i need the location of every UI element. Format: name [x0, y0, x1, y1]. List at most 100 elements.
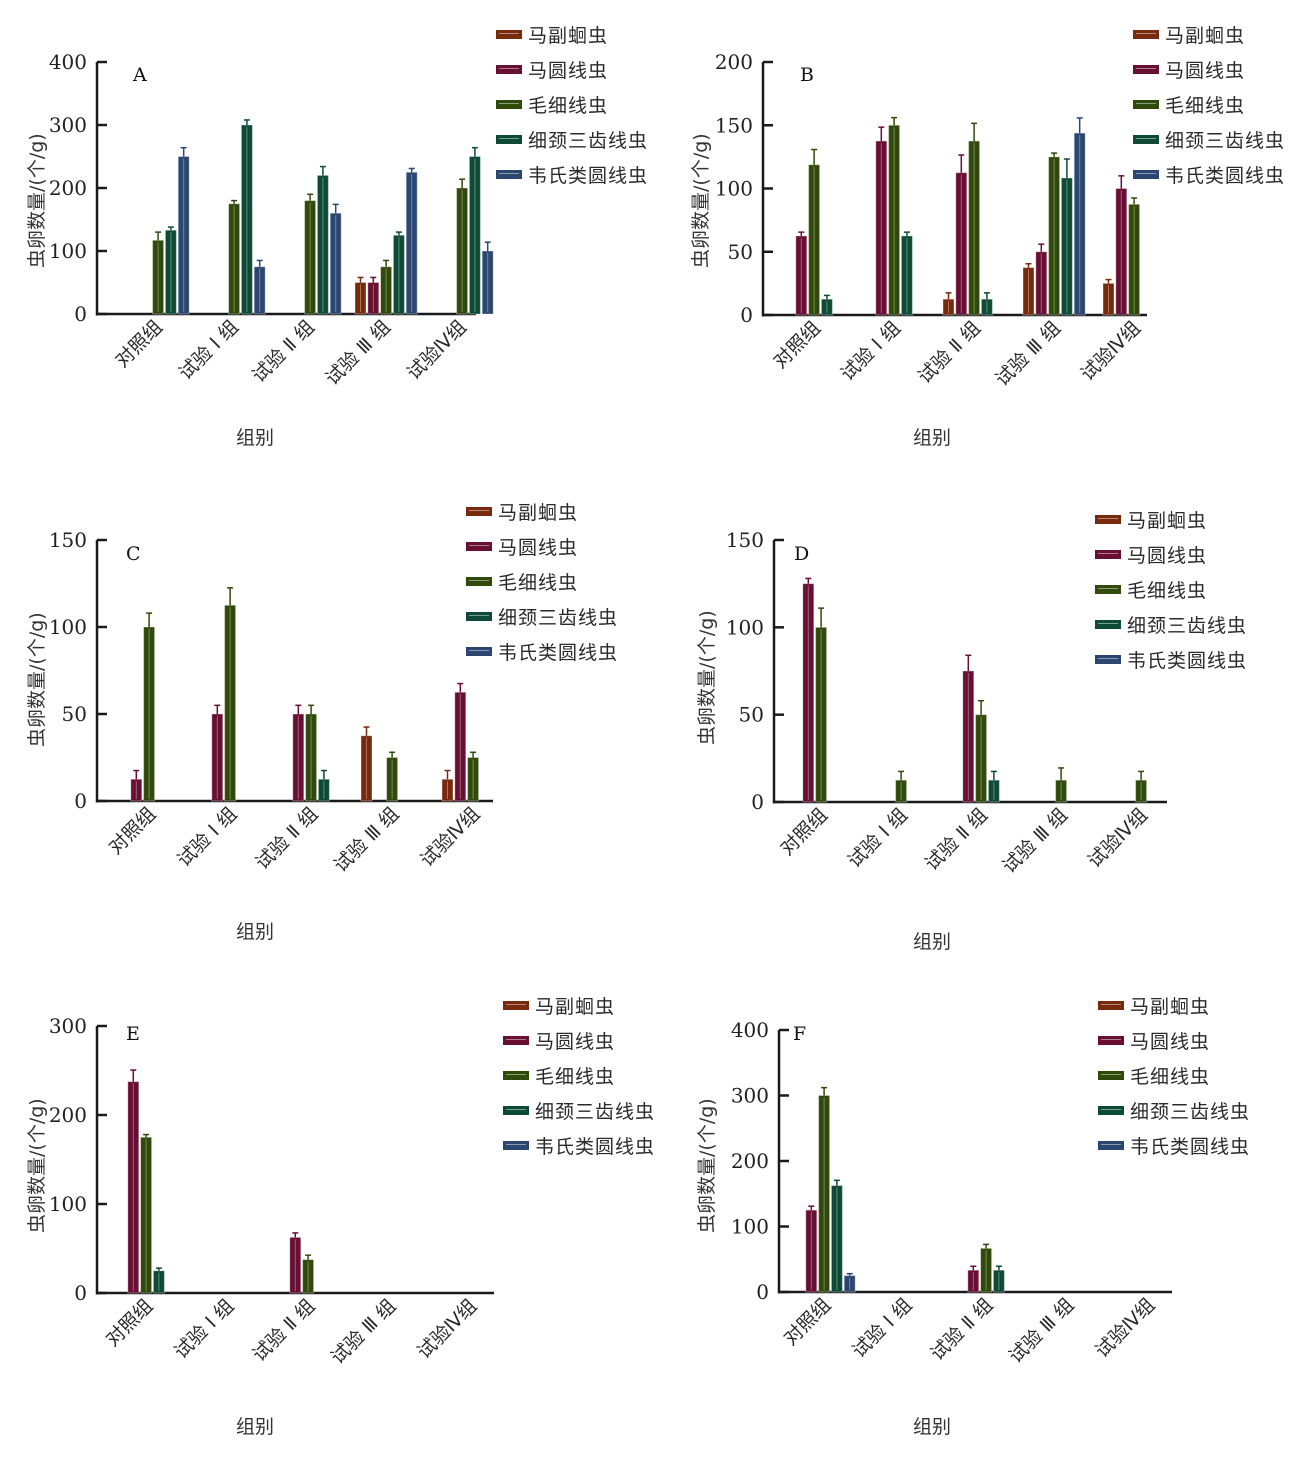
legend-swatch — [1133, 30, 1159, 39]
y-tick-label: 100 — [49, 1192, 87, 1216]
x-axis-title: 组别 — [236, 921, 275, 943]
x-tick-label: 试验 Ⅰ 组 — [173, 803, 241, 871]
legend-swatch — [1133, 65, 1159, 74]
legend-swatch — [1098, 1001, 1124, 1010]
legend-swatch — [496, 135, 522, 144]
y-axis-title: 虫卵数量/(个/g) — [26, 612, 48, 747]
x-tick-label: 试验 Ⅰ 组 — [844, 804, 912, 872]
x-axis-title: 组别 — [913, 1416, 952, 1438]
y-tick-label: 150 — [715, 113, 753, 137]
x-tick-label: 试验 Ⅲ 组 — [321, 316, 395, 390]
chart-f-svg: 0 100 200 300 400 对照组 试验 Ⅰ 组试验 Ⅱ 组试验 Ⅲ 组试验Ⅳ组 — [731, 1018, 1172, 1368]
y-axis-title: 虫卵数量/(个/g) — [696, 1098, 718, 1233]
legend-label: 马圆线虫 — [1127, 545, 1208, 567]
y-tick-label: 100 — [731, 1215, 769, 1239]
legend-swatch — [1098, 1071, 1124, 1080]
legend-label: 韦氏类圆线虫 — [1127, 650, 1248, 672]
legend-swatch — [496, 170, 522, 179]
legend-swatch — [1098, 1036, 1124, 1045]
chart-b-svg: 0 50 100 150 200 对照组 试验 Ⅰ 组试验 Ⅱ 组试验 Ⅲ 组试验Ⅳ组 — [715, 50, 1147, 391]
bar — [975, 714, 988, 803]
legend-swatch — [1133, 170, 1159, 179]
y-axis-title: 虫卵数量/(个/g) — [690, 133, 712, 268]
y-tick-label: 100 — [49, 615, 87, 639]
y-tick-label: 200 — [49, 1103, 87, 1127]
legend-item: 韦氏类圆线虫 — [503, 1128, 655, 1163]
legend-label: 马副蛔虫 — [1127, 510, 1208, 532]
y-tick-label: 200 — [49, 176, 87, 200]
legend-item: 细颈三齿线虫 — [1133, 122, 1285, 157]
x-tick-label: 试验 Ⅱ 组 — [921, 804, 992, 875]
panel-label: B — [800, 64, 814, 86]
legend-item: 细颈三齿线虫 — [496, 122, 648, 157]
legend-label: 细颈三齿线虫 — [1127, 615, 1248, 637]
legend-item: 马圆线虫 — [466, 529, 618, 564]
bar — [802, 583, 815, 803]
x-tick-label: 试验 Ⅲ 组 — [330, 803, 404, 877]
chart-e-svg: 0 100 200 300 对照组 试验 Ⅰ 组试验 Ⅱ 组试验 Ⅲ 组试验Ⅳ组 — [49, 1014, 494, 1369]
legend-item: 韦氏类圆线虫 — [1133, 157, 1285, 192]
legend-item: 毛细线虫 — [503, 1058, 655, 1093]
x-tick-label: 试验Ⅳ组 — [403, 316, 471, 384]
legend: 马副蛔虫马圆线虫毛细线虫 细颈三齿线虫韦氏类圆线虫 — [1098, 988, 1250, 1163]
chart-panel-f: 0 100 200 300 400 对照组 试验 Ⅰ 组试验 Ⅱ 组试验 Ⅲ 组试验Ⅳ组 虫… — [680, 980, 1303, 1457]
legend-label: 马圆线虫 — [498, 537, 579, 559]
panel-label: E — [126, 1023, 140, 1045]
y-tick-label: 0 — [740, 303, 753, 327]
y-tick-label: 200 — [715, 50, 753, 74]
legend-item: 马副蛔虫 — [466, 494, 618, 529]
legend-swatch — [466, 507, 492, 516]
legend-item: 韦氏类圆线虫 — [1095, 642, 1247, 677]
legend: 马副蛔虫马圆线虫毛细线虫细颈三齿线虫 韦氏类圆线虫 — [466, 494, 618, 669]
legend-item: 毛细线虫 — [1098, 1058, 1250, 1093]
legend-item: 细颈三齿线虫 — [1098, 1093, 1250, 1128]
y-tick-label: 100 — [715, 177, 753, 201]
legend-item: 毛细线虫 — [1133, 87, 1285, 122]
legend-swatch — [1095, 550, 1121, 559]
x-tick-label: 试验 Ⅱ 组 — [248, 1295, 319, 1366]
legend-swatch — [496, 100, 522, 109]
legend-swatch — [503, 1071, 529, 1080]
legend-label: 韦氏类圆线虫 — [498, 642, 619, 664]
x-tick-label: 试验Ⅳ组 — [1084, 804, 1152, 872]
legend-label: 马副蛔虫 — [1130, 996, 1211, 1018]
y-tick-label: 150 — [49, 528, 87, 552]
x-tick-label: 试验Ⅳ组 — [1077, 317, 1145, 385]
x-tick-label: 试验 Ⅰ 组 — [837, 317, 905, 385]
legend-label: 马圆线虫 — [1130, 1031, 1211, 1053]
chart-a-svg: 0 100 200 300 400 对照组 试验 Ⅰ 组试验 Ⅱ 组试验 Ⅲ 组试验Ⅳ组 — [49, 50, 494, 390]
y-tick-label: 400 — [49, 50, 87, 74]
legend-item: 马副蛔虫 — [1133, 17, 1285, 52]
legend-item: 毛细线虫 — [496, 87, 648, 122]
legend: 马副蛔虫 马圆线虫 毛细线虫 细颈三齿线虫 韦氏类圆线虫 — [496, 17, 648, 192]
y-tick-label: 50 — [728, 240, 753, 264]
x-tick-label: 试验 Ⅲ 组 — [998, 804, 1072, 878]
legend-item: 毛细线虫 — [466, 564, 618, 599]
y-tick-label: 0 — [751, 790, 764, 814]
panel-label: A — [133, 64, 147, 86]
legend-label: 马副蛔虫 — [528, 25, 609, 47]
legend-label: 毛细线虫 — [498, 572, 579, 594]
legend-label: 马副蛔虫 — [535, 996, 616, 1018]
legend-swatch — [1133, 100, 1159, 109]
x-tick-label: 试验Ⅳ组 — [416, 803, 484, 871]
x-tick-label: 试验Ⅳ组 — [1091, 1294, 1159, 1362]
x-tick-label: 试验 Ⅰ 组 — [848, 1294, 916, 1362]
legend: 马副蛔虫 马圆线虫 毛细线虫 细颈三齿线虫 韦氏类圆线虫 — [1095, 502, 1247, 677]
legend-label: 细颈三齿线虫 — [498, 607, 619, 629]
legend-label: 韦氏类圆线虫 — [1130, 1136, 1251, 1158]
legend-label: 毛细线虫 — [535, 1066, 616, 1088]
legend-item: 马圆线虫 — [496, 52, 648, 87]
legend: 马副蛔虫 马圆线虫 毛细线虫 细颈三齿线虫 韦氏类圆线虫 — [1133, 17, 1285, 192]
legend-swatch — [1095, 585, 1121, 594]
legend-swatch — [1098, 1141, 1124, 1150]
x-tick-label: 试验 Ⅲ 组 — [991, 317, 1065, 391]
legend-item: 韦氏类圆线虫 — [1098, 1128, 1250, 1163]
legend-label: 毛细线虫 — [1165, 95, 1246, 117]
legend-label: 韦氏类圆线虫 — [1165, 165, 1286, 187]
x-tick-label: 试验 Ⅱ 组 — [914, 317, 985, 388]
chart-d-svg: 0 50 100 150 对照组 试验 Ⅰ 组试验 Ⅱ 组试验 Ⅲ 组试验Ⅳ组 — [726, 528, 1167, 878]
bar — [980, 1247, 993, 1293]
x-tick-label: 试验 Ⅱ 组 — [248, 316, 319, 387]
legend-item: 马圆线虫 — [1095, 537, 1247, 572]
